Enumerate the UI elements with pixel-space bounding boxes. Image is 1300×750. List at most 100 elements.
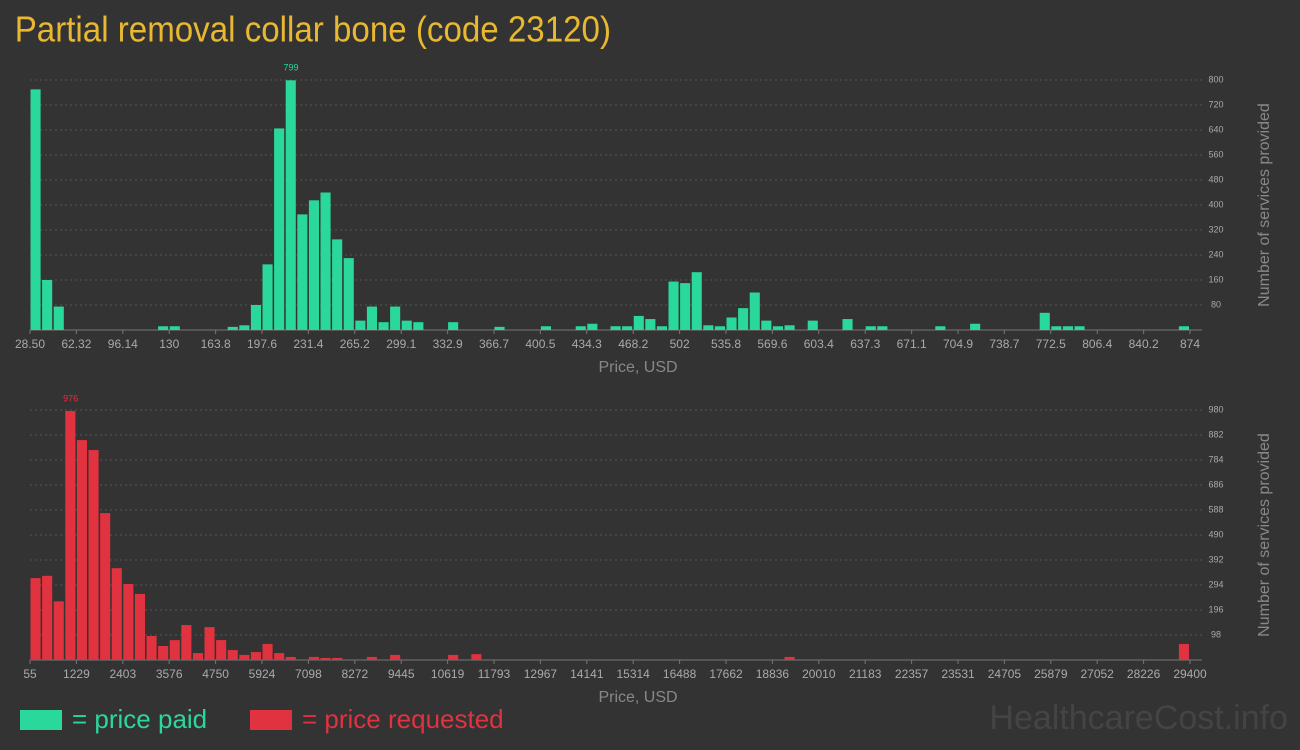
bar	[680, 283, 691, 330]
y-tick-label: 980	[1208, 404, 1223, 414]
x-tick-label: 874	[1180, 337, 1200, 351]
bar	[1178, 326, 1189, 330]
legend-swatch	[20, 710, 62, 730]
bar	[227, 650, 238, 660]
bar	[610, 326, 621, 330]
x-tick-label: 231.4	[293, 337, 323, 351]
bar	[100, 513, 111, 660]
bar	[668, 281, 679, 330]
bar	[656, 326, 667, 330]
bar	[390, 654, 401, 660]
bar	[1178, 643, 1189, 660]
bar	[30, 578, 41, 660]
x-tick-label: 21183	[849, 667, 882, 681]
bar	[935, 326, 946, 330]
bar	[227, 326, 238, 330]
y-axis-title: Number of services provided	[1256, 433, 1273, 637]
bar	[320, 657, 331, 660]
bar	[320, 192, 331, 330]
bar	[784, 656, 795, 660]
bar	[308, 656, 319, 660]
x-tick-label: 55	[23, 667, 37, 681]
bar	[123, 583, 134, 660]
y-tick-label: 400	[1208, 199, 1223, 209]
x-tick-label: 366.7	[479, 337, 509, 351]
data-label: 799	[283, 63, 298, 73]
bar	[877, 326, 888, 330]
y-tick-label: 490	[1208, 529, 1223, 539]
bar	[714, 326, 725, 330]
bar	[784, 325, 795, 330]
bar	[181, 625, 192, 660]
bar	[250, 305, 261, 330]
x-tick-label: 22357	[895, 667, 929, 681]
y-tick-label: 640	[1208, 124, 1223, 134]
y-tick-label: 320	[1208, 224, 1223, 234]
x-tick-label: 16488	[663, 667, 697, 681]
bar	[76, 440, 87, 660]
x-tick-label: 25879	[1034, 667, 1068, 681]
y-tick-label: 392	[1208, 554, 1223, 564]
bar	[111, 568, 122, 660]
legend-swatch	[250, 710, 292, 730]
x-tick-label: 11793	[478, 667, 511, 681]
bar	[146, 636, 157, 660]
bar	[239, 654, 250, 660]
bar	[262, 264, 273, 330]
x-tick-label: 671.1	[897, 337, 927, 351]
y-tick-label: 560	[1208, 149, 1223, 159]
bar	[285, 656, 296, 660]
bar	[471, 654, 482, 660]
y-tick-label: 294	[1208, 579, 1223, 589]
bar	[192, 653, 203, 660]
bar	[540, 326, 551, 330]
bar	[587, 323, 598, 330]
bar	[65, 411, 76, 660]
x-tick-label: 840.2	[1129, 337, 1159, 351]
x-tick-label: 265.2	[340, 337, 370, 351]
x-tick-label: 3576	[156, 667, 183, 681]
x-tick-label: 17662	[709, 667, 743, 681]
bar	[703, 325, 714, 330]
bar	[204, 627, 215, 660]
bar	[749, 292, 760, 330]
x-tick-label: 332.9	[433, 337, 463, 351]
y-tick-label: 160	[1208, 274, 1223, 284]
x-tick-label: 29400	[1173, 667, 1207, 681]
bar	[158, 326, 169, 330]
x-tick-label: 12967	[524, 667, 558, 681]
y-axis-title: Number of services provided	[1256, 103, 1273, 307]
x-tick-label: 15314	[616, 667, 650, 681]
y-tick-label: 720	[1208, 99, 1223, 109]
bar	[88, 450, 99, 660]
x-tick-label: 7098	[295, 667, 322, 681]
y-tick-label: 588	[1208, 504, 1223, 514]
bar	[274, 653, 285, 660]
y-tick-label: 98	[1211, 629, 1221, 639]
x-tick-label: 9445	[388, 667, 415, 681]
bar	[738, 308, 749, 330]
bar	[842, 319, 853, 330]
y-tick-label: 480	[1208, 174, 1223, 184]
bar	[332, 239, 343, 330]
bar	[645, 319, 656, 330]
bar	[1039, 312, 1050, 330]
bar	[169, 326, 180, 330]
x-tick-label: 772.5	[1036, 337, 1066, 351]
bar	[401, 320, 412, 330]
bar	[970, 323, 981, 330]
bar	[366, 656, 377, 660]
bar	[494, 326, 505, 330]
bar	[761, 320, 772, 330]
bar	[413, 322, 424, 330]
bar	[332, 657, 343, 660]
bar	[726, 317, 737, 330]
bar	[297, 214, 308, 330]
bar	[308, 200, 319, 330]
x-tick-label: 299.1	[386, 337, 416, 351]
bar	[134, 593, 145, 660]
y-tick-label: 882	[1208, 429, 1223, 439]
bar	[1074, 326, 1085, 330]
bar	[622, 326, 633, 330]
